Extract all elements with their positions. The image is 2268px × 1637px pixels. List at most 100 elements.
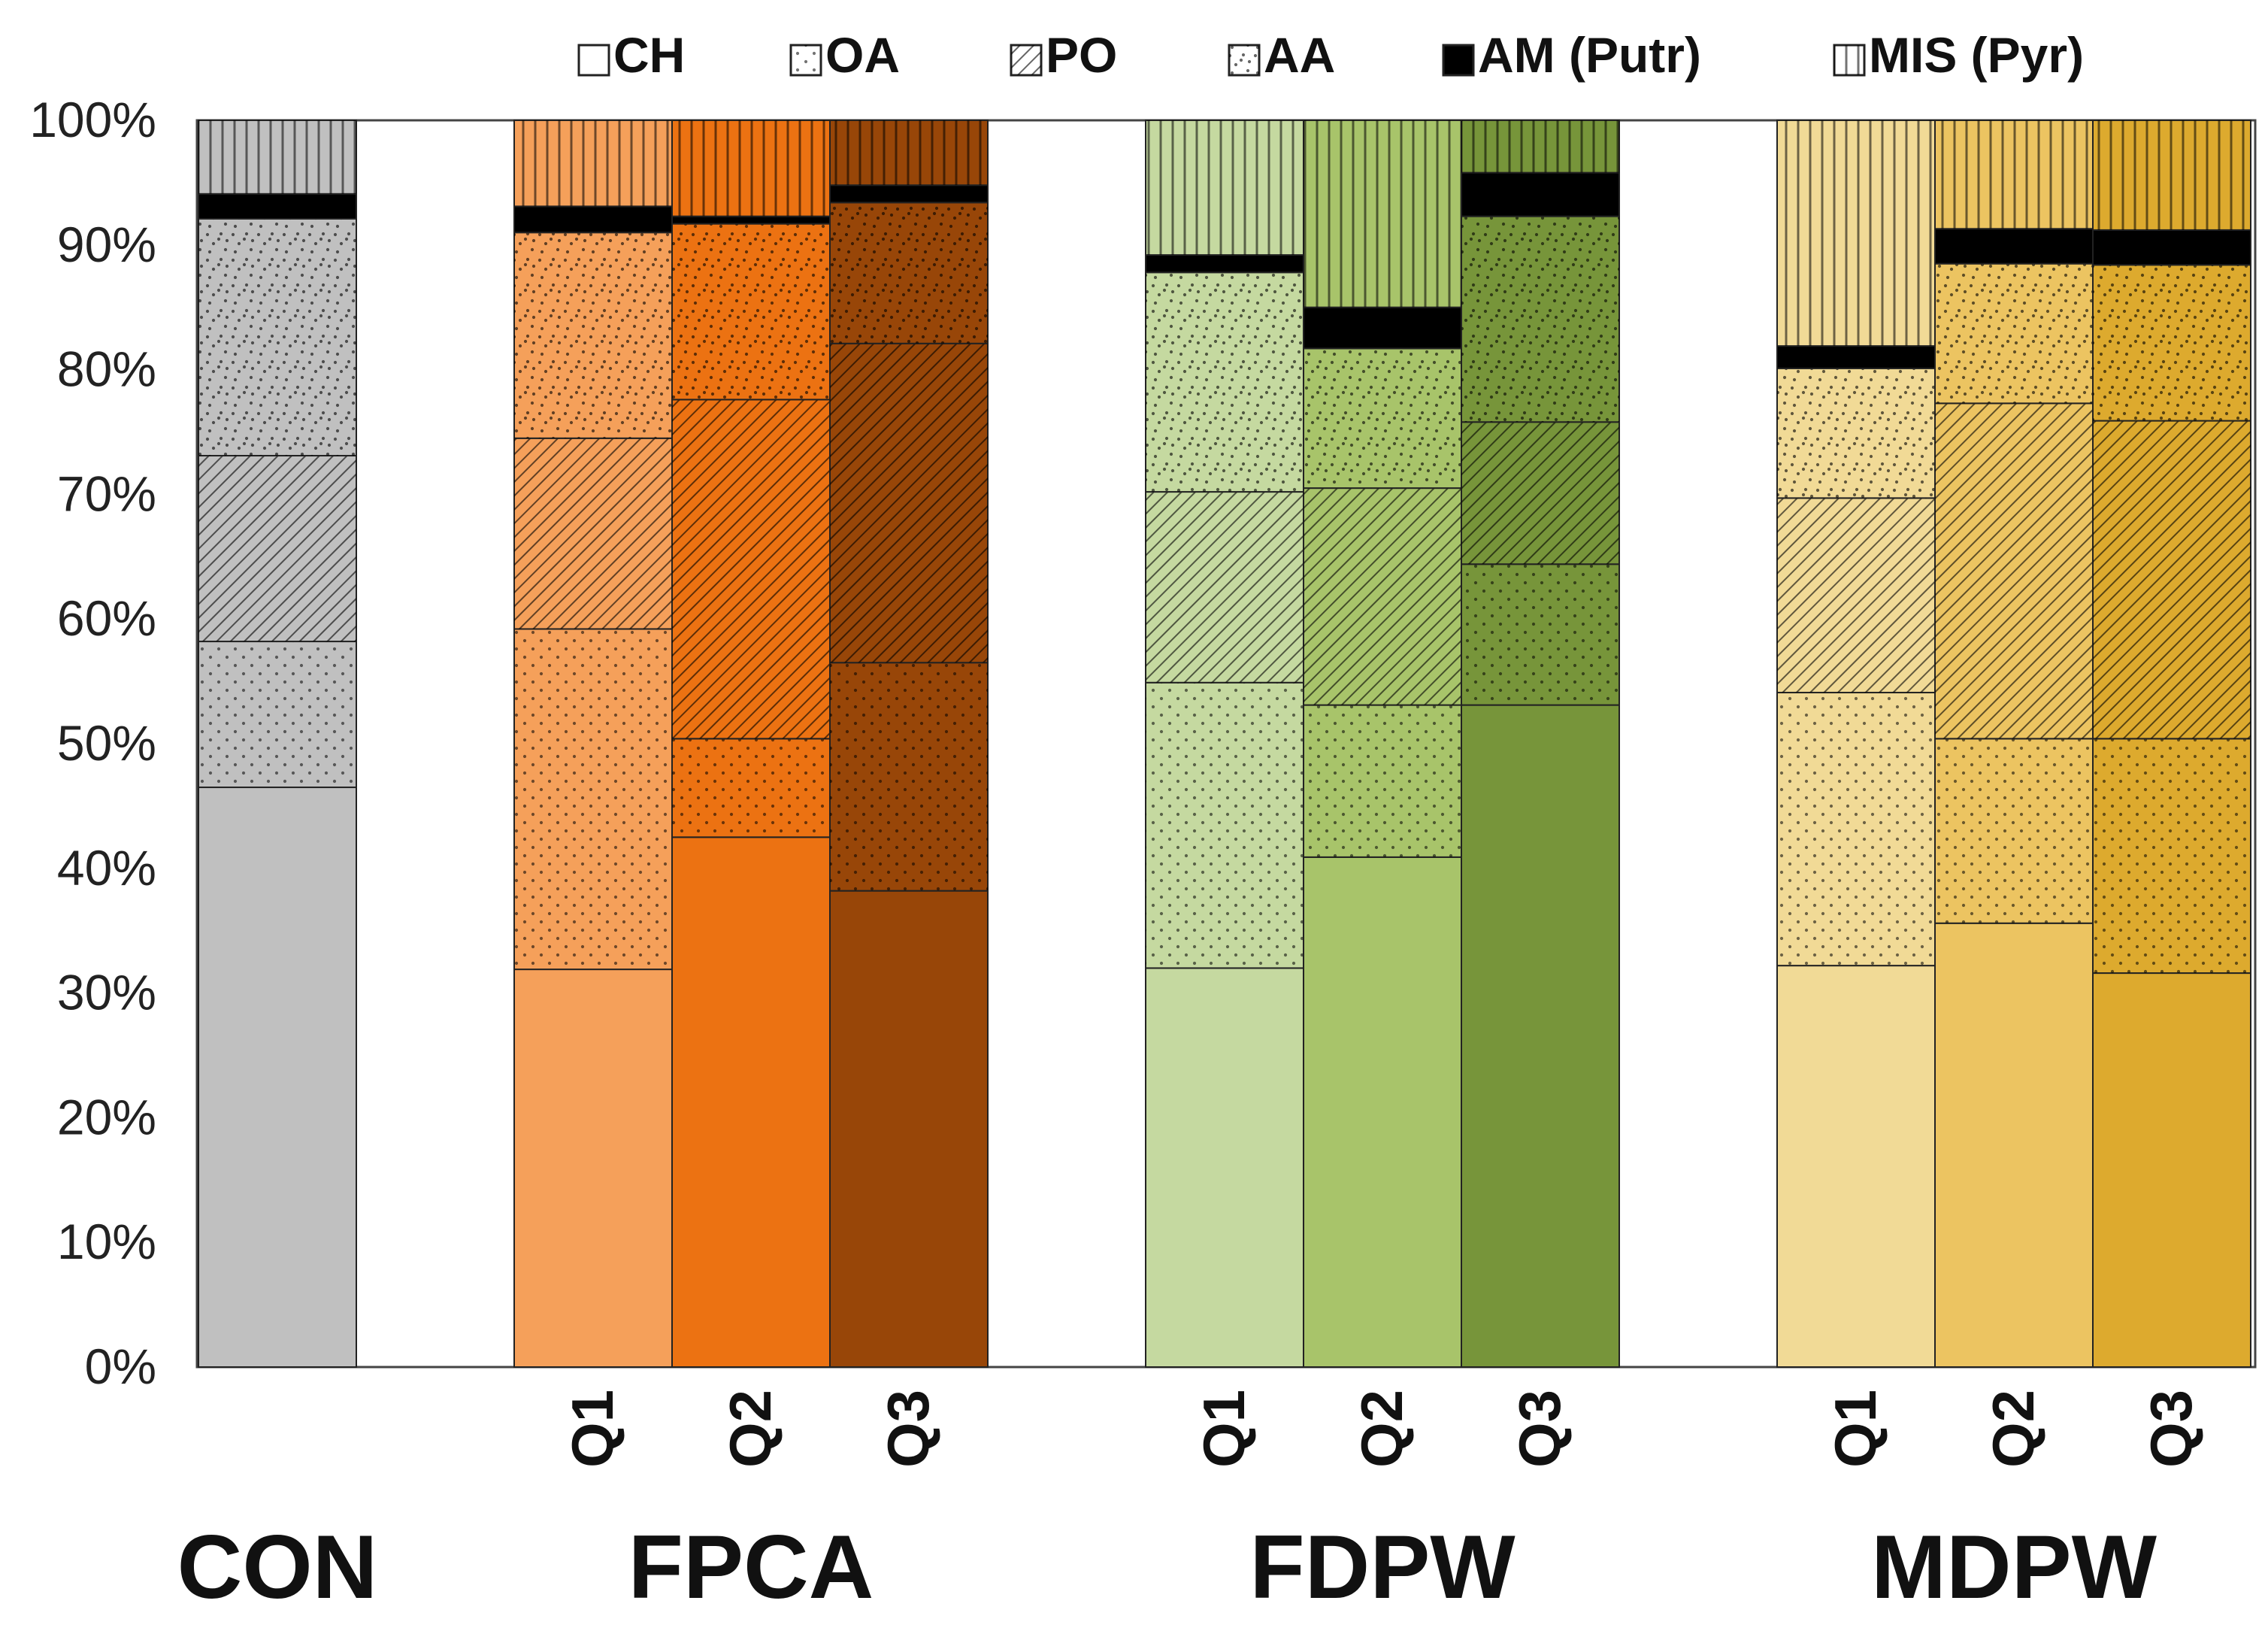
segment-aa-pattern (1461, 216, 1619, 423)
segment-am (671, 215, 831, 225)
legend-item-aa: AA (1228, 27, 1335, 83)
segment-oa-pattern (1146, 682, 1304, 969)
segment-oa-pattern (1461, 564, 1619, 705)
segment-oa-pattern (1777, 693, 1935, 966)
legend-swatch (1442, 44, 1475, 77)
segment-ch (1303, 856, 1462, 1369)
legend-label: AA (1264, 27, 1335, 83)
segment-mis-pattern (1461, 120, 1619, 173)
segment-po-pattern (514, 438, 672, 629)
bar-con (198, 120, 357, 1368)
legend-item-am: AM (Putr) (1442, 27, 1701, 83)
legend: CH OA PO AA AM (Putr) MIS (Pyr) (577, 27, 2084, 83)
bar-sub-label: Q1 (1191, 1390, 1257, 1468)
segment-mis-pattern (198, 120, 356, 194)
bar-sub-label: Q2 (1349, 1390, 1415, 1468)
segment-aa-pattern (830, 202, 988, 344)
y-tick-label: 50% (57, 715, 156, 771)
segment-ch (198, 787, 357, 1368)
segment-po-pattern (1777, 498, 1935, 693)
bar-fpca-q2 (671, 120, 831, 1368)
y-tick-label: 100% (29, 92, 156, 147)
y-tick-label: 90% (57, 217, 156, 272)
segment-aa-pattern (1146, 272, 1304, 493)
segment-am (1145, 254, 1304, 274)
segment-am (1776, 345, 1936, 369)
legend-item-mis: MIS (Pyr) (1833, 27, 2084, 83)
segment-mis-pattern (514, 120, 672, 207)
segment-oa-pattern (198, 641, 356, 788)
segment-ch (1461, 704, 1620, 1368)
segment-po-pattern (830, 343, 988, 663)
segment-po-pattern (1461, 422, 1619, 565)
bar-sub-label: Q3 (1506, 1390, 1573, 1468)
legend-swatch-pattern (1834, 45, 1864, 75)
legend-label: PO (1046, 27, 1117, 83)
bar-sub-label: Q1 (1822, 1390, 1888, 1468)
legend-item-ch: CH (577, 27, 685, 83)
y-tick-label: 80% (57, 341, 156, 397)
segment-mis-pattern (1304, 120, 1461, 308)
segment-po-pattern (1146, 492, 1304, 683)
plot-area (195, 119, 2257, 1369)
y-tick-label: 0% (85, 1338, 156, 1394)
bar-fdpw-q1 (1145, 120, 1304, 1368)
segment-am (829, 184, 989, 204)
segment-oa-pattern (2093, 738, 2251, 974)
segment-ch (1145, 967, 1304, 1368)
y-tick-label: 70% (57, 465, 156, 521)
bar-sub-label: Q3 (2138, 1390, 2204, 1468)
bar-mdpw-q3 (2092, 120, 2251, 1368)
segment-am (1303, 306, 1462, 350)
segment-am (1461, 171, 1620, 217)
bar-mdpw-q1 (1776, 120, 1936, 1368)
segment-ch (2092, 972, 2251, 1368)
segment-aa-pattern (672, 223, 830, 400)
segment-aa-pattern (1304, 348, 1461, 489)
segment-mis-pattern (1935, 120, 2093, 229)
y-tick-label: 60% (57, 590, 156, 646)
segment-aa-pattern (1777, 368, 1935, 499)
segment-ch (513, 969, 673, 1368)
segment-mis-pattern (1777, 120, 1935, 347)
legend-swatch-pattern (1011, 45, 1041, 75)
segment-po-pattern (1935, 403, 2093, 739)
bar-sub-label: Q1 (559, 1390, 625, 1468)
segment-mis-pattern (2093, 120, 2251, 230)
segment-oa-pattern (672, 738, 830, 838)
legend-label: OA (825, 27, 900, 83)
group-label-fpca: FPCA (628, 1517, 874, 1617)
bar-fpca-q1 (513, 120, 673, 1368)
legend-swatch (577, 44, 610, 77)
bar-fdpw-q2 (1303, 120, 1462, 1369)
segment-oa-pattern (830, 662, 988, 891)
legend-swatch-pattern (791, 45, 821, 75)
segment-aa-pattern (1935, 263, 2093, 404)
segment-ch (829, 890, 989, 1369)
legend-item-po: PO (1010, 27, 1117, 83)
segment-oa-pattern (1935, 738, 2093, 923)
group-label-con: CON (177, 1517, 378, 1617)
bar-sub-label: Q2 (717, 1390, 783, 1468)
segment-am (2092, 229, 2251, 266)
segment-po-pattern (1304, 488, 1461, 705)
segment-aa-pattern (198, 218, 356, 456)
segment-po-pattern (672, 399, 830, 739)
bar-fdpw-q3 (1461, 120, 1620, 1368)
y-tick-label: 10% (57, 1214, 156, 1269)
y-tick-label: 40% (57, 840, 156, 896)
y-tick-label: 30% (57, 965, 156, 1020)
legend-label: AM (Putr) (1478, 27, 1701, 83)
segment-ch (671, 836, 831, 1368)
segment-mis-pattern (672, 120, 830, 217)
legend-item-oa: OA (789, 27, 900, 83)
segment-mis-pattern (830, 120, 988, 186)
segment-oa-pattern (1304, 705, 1461, 857)
legend-label: MIS (Pyr) (1869, 27, 2084, 83)
legend-label: CH (613, 27, 685, 83)
y-tick-label: 20% (57, 1089, 156, 1144)
segment-aa-pattern (2093, 265, 2251, 421)
legend-swatch-pattern (1229, 45, 1259, 75)
